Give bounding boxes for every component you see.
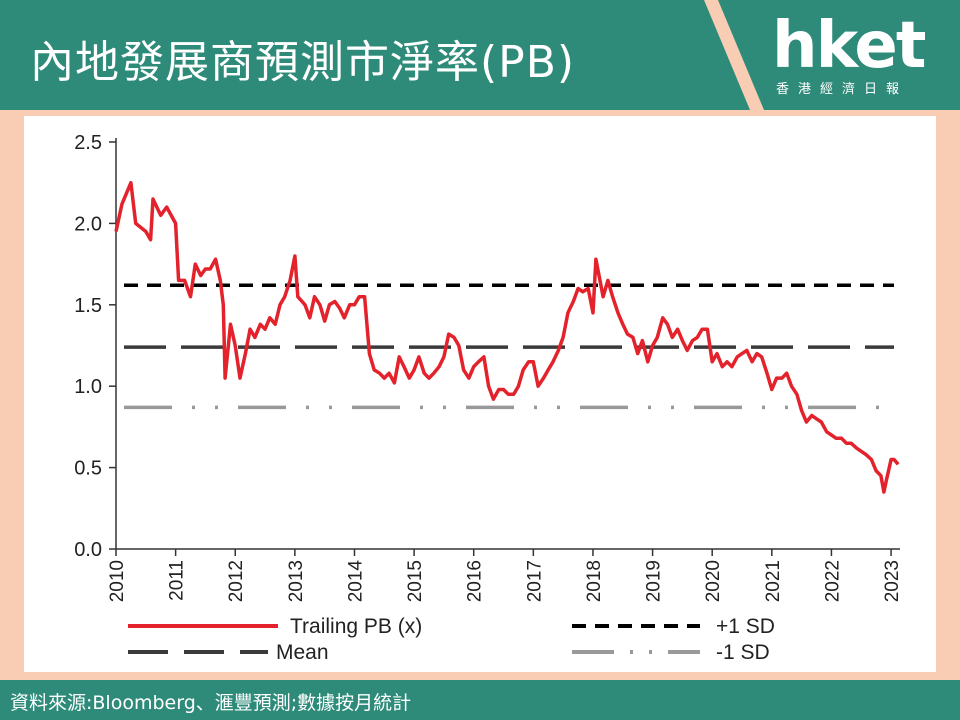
x-tick-label: 2015 — [405, 560, 426, 602]
x-tick-label: 2014 — [345, 560, 366, 603]
legend-minus-1sd-label: -1 SD — [716, 641, 770, 664]
x-tick-label: 2021 — [763, 560, 784, 602]
x-tick-label: 2017 — [524, 560, 545, 602]
title-banner-left — [0, 0, 750, 110]
chart-panel: 0.0 0.5 1.0 1.5 2.0 2.5 2010 2011 2012 2013 2014 20… — [24, 116, 936, 672]
x-tick-label: 2010 — [107, 560, 128, 602]
title-banner-background — [0, 0, 960, 110]
footer-bar: 資料來源:Bloomberg、滙豐預測;數據按月統計 — [0, 680, 960, 720]
y-tick-label: 0.5 — [74, 458, 102, 480]
x-tick-label: 2022 — [822, 560, 843, 602]
pb-chart: 0.0 0.5 1.0 1.5 2.0 2.5 2010 2011 2012 2013 2014 20… — [74, 132, 903, 664]
legend-trailing-pb-label: Trailing PB (x) — [290, 615, 422, 638]
x-tick-label: 2011 — [167, 560, 188, 601]
x-tick-label: 2020 — [703, 560, 724, 602]
y-tick-label: 2.0 — [74, 213, 102, 235]
x-tick-label: 2018 — [584, 560, 605, 602]
legend-mean-label: Mean — [276, 641, 329, 664]
source-note: 資料來源:Bloomberg、滙豐預測;數據按月統計 — [10, 692, 412, 714]
trailing-pb-line — [114, 180, 900, 494]
logo-text: hket — [772, 9, 926, 83]
logo-subtitle: 香港經濟日報 — [776, 82, 909, 97]
title-bar: 內地發展商預測市淨率(PB) hket 香港經濟日報 — [0, 0, 960, 110]
y-tick-label: 2.5 — [74, 132, 102, 154]
title-banner-right — [718, 0, 960, 110]
x-tick-label: 2012 — [226, 560, 247, 602]
y-tick-label: 1.0 — [74, 376, 102, 398]
y-tick-label: 0.0 — [74, 539, 102, 561]
y-tick-label: 1.5 — [74, 295, 102, 317]
hket-logo: hket 香港經濟日報 — [772, 4, 952, 104]
x-tick-label: 2023 — [882, 560, 903, 602]
x-tick-label: 2016 — [465, 560, 486, 602]
x-tick-label: 2019 — [644, 560, 665, 602]
legend-plus-1sd-label: +1 SD — [716, 615, 775, 638]
page-title: 內地發展商預測市淨率(PB) — [30, 37, 576, 88]
x-tick-label: 2013 — [286, 560, 307, 602]
